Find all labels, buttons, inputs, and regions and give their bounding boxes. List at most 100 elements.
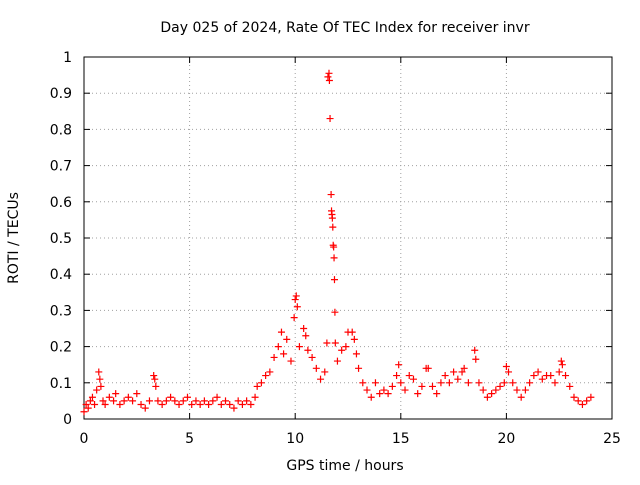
data-point (376, 390, 384, 398)
data-point (418, 382, 426, 390)
data-point (441, 372, 449, 380)
data-point (502, 363, 510, 371)
data-point (513, 386, 521, 394)
data-point (295, 343, 303, 351)
y-tick-label: 0.2 (50, 340, 72, 356)
x-tick-label: 5 (185, 431, 194, 447)
data-point (270, 353, 278, 361)
data-point (152, 382, 160, 390)
data-point (80, 408, 88, 416)
data-point (251, 393, 259, 401)
data-point (257, 379, 265, 387)
data-point (330, 276, 338, 284)
data-points (80, 69, 595, 416)
data-point (587, 393, 595, 401)
data-point (325, 69, 333, 77)
data-point (274, 343, 282, 351)
data-point (331, 308, 339, 316)
data-point (500, 379, 508, 387)
data-point (367, 393, 375, 401)
data-point (209, 397, 217, 405)
data-point (530, 372, 538, 380)
y-tick-label: 0.5 (50, 231, 72, 247)
data-point (424, 364, 432, 372)
data-point (342, 343, 350, 351)
data-point (112, 390, 120, 398)
data-point (99, 397, 107, 405)
data-point (326, 115, 334, 123)
data-point (562, 372, 570, 380)
data-point (409, 375, 417, 383)
data-point (293, 303, 301, 311)
data-point (551, 379, 559, 387)
data-point (397, 379, 405, 387)
data-point (330, 243, 338, 251)
y-tick-label: 0.3 (50, 303, 72, 319)
data-point (479, 386, 487, 394)
data-point (91, 401, 99, 409)
data-point (333, 357, 341, 365)
data-point (304, 346, 312, 354)
y-tick-label: 0 (63, 412, 72, 428)
data-point (105, 393, 113, 401)
data-point (464, 379, 472, 387)
data-point (200, 397, 208, 405)
x-tick-labels: 0 5 10 15 20 25 (80, 431, 621, 447)
data-point (388, 382, 396, 390)
data-point (247, 401, 255, 409)
x-axis-title: GPS time / hours (286, 458, 403, 474)
data-point (266, 368, 274, 376)
data-point (88, 393, 96, 401)
data-point (133, 390, 141, 398)
data-point (359, 379, 367, 387)
data-point (384, 390, 392, 398)
data-point (329, 223, 337, 231)
data-point (483, 393, 491, 401)
data-point (517, 393, 525, 401)
data-point (141, 404, 149, 412)
data-point (290, 314, 298, 322)
data-point (154, 397, 162, 405)
data-point (243, 397, 251, 405)
data-point (171, 397, 179, 405)
data-point (96, 375, 104, 383)
x-tick-label: 0 (80, 431, 89, 447)
data-point (460, 364, 468, 372)
x-tick-label: 25 (603, 431, 621, 447)
data-point (323, 339, 331, 347)
data-point (433, 390, 441, 398)
data-point (95, 368, 103, 376)
data-point (226, 401, 234, 409)
data-point (291, 296, 299, 304)
y-tick-label: 0.4 (50, 267, 72, 283)
y-tick-label: 1 (63, 50, 72, 66)
data-point (405, 372, 413, 380)
data-point (93, 386, 101, 394)
data-point (300, 325, 308, 332)
data-point (188, 401, 196, 409)
data-point (454, 375, 462, 383)
data-point (509, 379, 517, 387)
data-point (472, 355, 480, 363)
data-point (437, 379, 445, 387)
y-tick-label: 0.1 (50, 376, 72, 392)
data-point (566, 382, 574, 390)
data-point (317, 375, 325, 383)
data-point (302, 332, 310, 340)
data-point (492, 386, 500, 394)
data-point (277, 328, 285, 336)
data-point (414, 390, 422, 398)
data-point (471, 346, 479, 354)
data-point (458, 368, 466, 376)
data-point (331, 339, 339, 347)
data-point (445, 379, 453, 387)
data-point (192, 397, 200, 405)
data-point (82, 401, 90, 409)
data-point (86, 397, 94, 405)
data-point (363, 386, 371, 394)
data-point (330, 254, 338, 262)
data-point (116, 401, 124, 409)
data-point (350, 335, 358, 343)
